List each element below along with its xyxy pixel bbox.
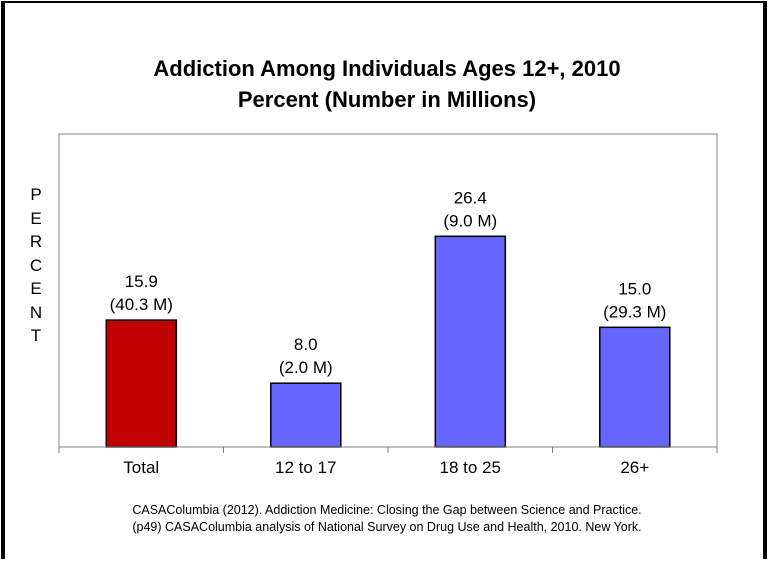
bar-3 bbox=[599, 326, 671, 448]
category-label-2: 18 to 25 bbox=[440, 458, 501, 477]
category-label-1: 12 to 17 bbox=[275, 458, 336, 477]
y-axis-label-letter: C bbox=[29, 255, 43, 275]
value-label-1: 8.0 bbox=[294, 335, 318, 354]
bar-chart: 15.9 (40.3 M) 8.0 (2.0 M) 26.4 (9.0 M) 15.0 (29… bbox=[58, 133, 718, 477]
y-axis-label-letter: P bbox=[30, 185, 42, 204]
chart-frame bbox=[1, 1, 767, 559]
chart-title-line-2: Percent (Number in Millions) bbox=[237, 87, 537, 112]
count-label-0: (40.3 M) bbox=[110, 295, 173, 314]
source-line-1: CASAColumbia (2012). Addiction Medicine:… bbox=[132, 503, 642, 517]
y-axis-label-letter: N bbox=[29, 302, 43, 322]
bar-2 bbox=[434, 235, 507, 448]
bars-group bbox=[105, 235, 671, 448]
category-label-0: Total bbox=[123, 458, 159, 477]
source-line-2: (p49) CASAColumbia analysis of National … bbox=[132, 520, 642, 534]
category-label-3: 26+ bbox=[620, 458, 649, 477]
y-axis-label-letter: E bbox=[30, 208, 42, 228]
bar-0 bbox=[105, 319, 178, 448]
count-label-1: (2.0 M) bbox=[279, 358, 333, 377]
value-label-2: 26.4 bbox=[454, 188, 487, 207]
value-labels-group: 15.9 (40.3 M) 8.0 (2.0 M) 26.4 (9.0 M) 15.0 (29… bbox=[110, 188, 667, 377]
source-note: CASAColumbia (2012). Addiction Medicine:… bbox=[0, 502, 774, 536]
y-axis-label-letter: R bbox=[29, 232, 43, 251]
y-axis-label-letter: E bbox=[30, 279, 42, 298]
y-axis-label-letter: T bbox=[30, 326, 42, 345]
count-label-3: (29.3 M) bbox=[603, 302, 666, 321]
bar-1 bbox=[270, 382, 342, 448]
value-label-3: 15.0 bbox=[618, 279, 651, 298]
count-label-2: (9.0 M) bbox=[443, 211, 497, 230]
x-axis-group: Total 12 to 17 18 to 25 26+ bbox=[58, 446, 718, 477]
chart-title-line-1: Addiction Among Individuals Ages 12+, 20… bbox=[153, 56, 621, 81]
value-label-0: 15.9 bbox=[125, 272, 158, 291]
